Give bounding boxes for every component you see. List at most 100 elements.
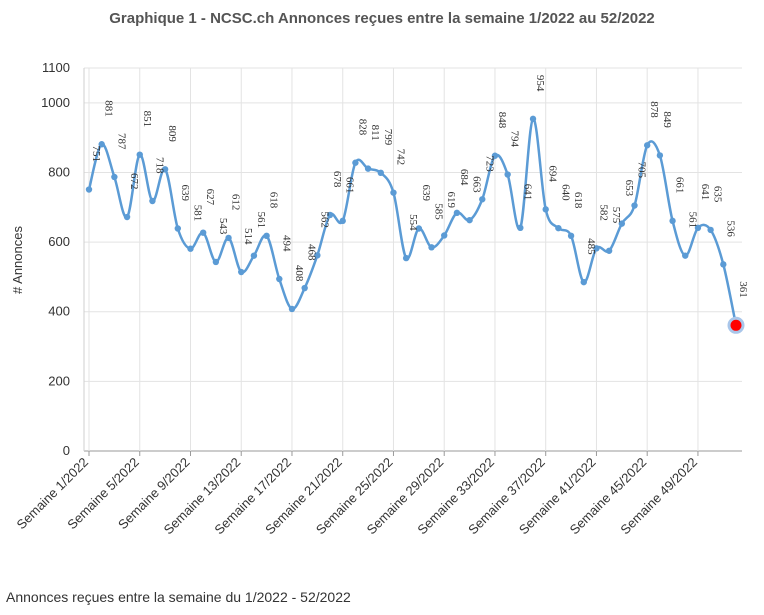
data-point: [364, 165, 372, 172]
grid-lines: [84, 67, 742, 452]
data-point: [390, 189, 397, 196]
series-path: [87, 117, 738, 326]
data-label: 811: [369, 125, 381, 141]
data-point: [301, 284, 308, 292]
data-point-highlight: [727, 316, 745, 334]
data-label: 561: [255, 212, 267, 229]
data-label: 640: [559, 184, 571, 201]
data-label: 809: [166, 125, 178, 142]
y-tick-label: 600: [48, 234, 70, 249]
data-point: [631, 202, 638, 209]
data-label: 705: [636, 162, 648, 179]
data-point: [276, 275, 283, 283]
data-label: 618: [572, 192, 584, 209]
data-point: [529, 115, 537, 123]
data-label: 742: [394, 149, 406, 166]
data-point: [111, 173, 118, 181]
data-label: 585: [433, 203, 445, 220]
data-label: 684: [458, 169, 470, 186]
data-point: [694, 224, 702, 232]
data-label: 878: [648, 101, 660, 118]
data-point: [288, 305, 296, 313]
data-label: 694: [547, 165, 559, 182]
data-label: 718: [153, 157, 165, 174]
data-label: 641: [521, 184, 533, 201]
series-line: [87, 117, 738, 326]
data-label: 851: [141, 111, 153, 128]
data-label: 661: [344, 177, 356, 194]
data-point: [314, 252, 321, 259]
data-label: 408: [293, 265, 305, 282]
data-point: [491, 152, 499, 159]
data-point: [504, 171, 511, 178]
data-label: 849: [661, 111, 673, 128]
data-label: 954: [534, 75, 546, 92]
data-label: 848: [496, 112, 508, 129]
data-point: [682, 252, 689, 259]
data-point: [326, 211, 334, 219]
data-label: 536: [724, 220, 736, 237]
data-point: [605, 247, 613, 254]
data-label: 575: [610, 207, 622, 224]
data-label: 554: [407, 214, 419, 231]
data-point: [85, 186, 93, 193]
y-tick-label: 1100: [42, 60, 70, 75]
data-point: [123, 213, 131, 221]
data-point: [428, 244, 435, 251]
data-label: 627: [204, 189, 216, 206]
data-point: [555, 224, 562, 232]
data-point: [250, 252, 258, 259]
data-label: 881: [103, 100, 115, 117]
y-axis-label: # Annonces: [10, 226, 25, 294]
y-tick-label: 1000: [41, 95, 70, 110]
data-point: [618, 220, 626, 227]
data-label: 361: [737, 281, 749, 298]
data-label: 723: [483, 155, 495, 172]
data-point: [707, 226, 714, 234]
data-label: 514: [242, 228, 254, 245]
data-label: 661: [674, 177, 686, 194]
data-point: [415, 225, 423, 232]
data-label: 641: [699, 184, 711, 201]
data-point: [377, 169, 384, 177]
data-label: 751: [90, 146, 102, 163]
data-point: [720, 261, 727, 268]
data-label: 562: [318, 211, 330, 228]
data-label: 653: [623, 180, 635, 197]
y-tick-label: 0: [63, 443, 70, 458]
data-label: 619: [445, 191, 457, 208]
data-label: 612: [230, 194, 242, 211]
data-label: 635: [712, 186, 724, 203]
data-point: [517, 224, 524, 232]
footer-label: Annonces reçues entre la semaine du 1/20…: [6, 589, 351, 605]
data-point: [98, 141, 105, 148]
data-label: 581: [191, 205, 203, 222]
data-label: 799: [382, 129, 394, 146]
data-point: [669, 217, 676, 225]
data-point: [402, 254, 410, 262]
data-label: 543: [217, 218, 229, 235]
data-label: 678: [331, 171, 343, 188]
y-tick-label: 200: [48, 373, 70, 388]
data-label: 468: [306, 244, 318, 261]
data-label: 828: [356, 119, 368, 136]
data-label: 618: [268, 192, 280, 209]
data-point: [466, 216, 473, 224]
data-point: [238, 268, 245, 276]
data-point: [352, 159, 359, 166]
data-point: [656, 152, 664, 159]
data-point: [567, 232, 575, 240]
data-point: [542, 206, 549, 213]
data-labels: 7518817876728517188096395816275436125145…: [90, 75, 749, 298]
data-label: 639: [179, 185, 191, 202]
data-label: 639: [420, 185, 432, 202]
data-point: [225, 234, 232, 242]
data-point: [161, 166, 169, 173]
data-point: [199, 229, 207, 236]
y-tick-label: 800: [48, 164, 70, 179]
data-label: 794: [509, 131, 521, 148]
data-point: [174, 225, 182, 232]
data-point: [479, 196, 486, 203]
data-point: [580, 278, 587, 286]
